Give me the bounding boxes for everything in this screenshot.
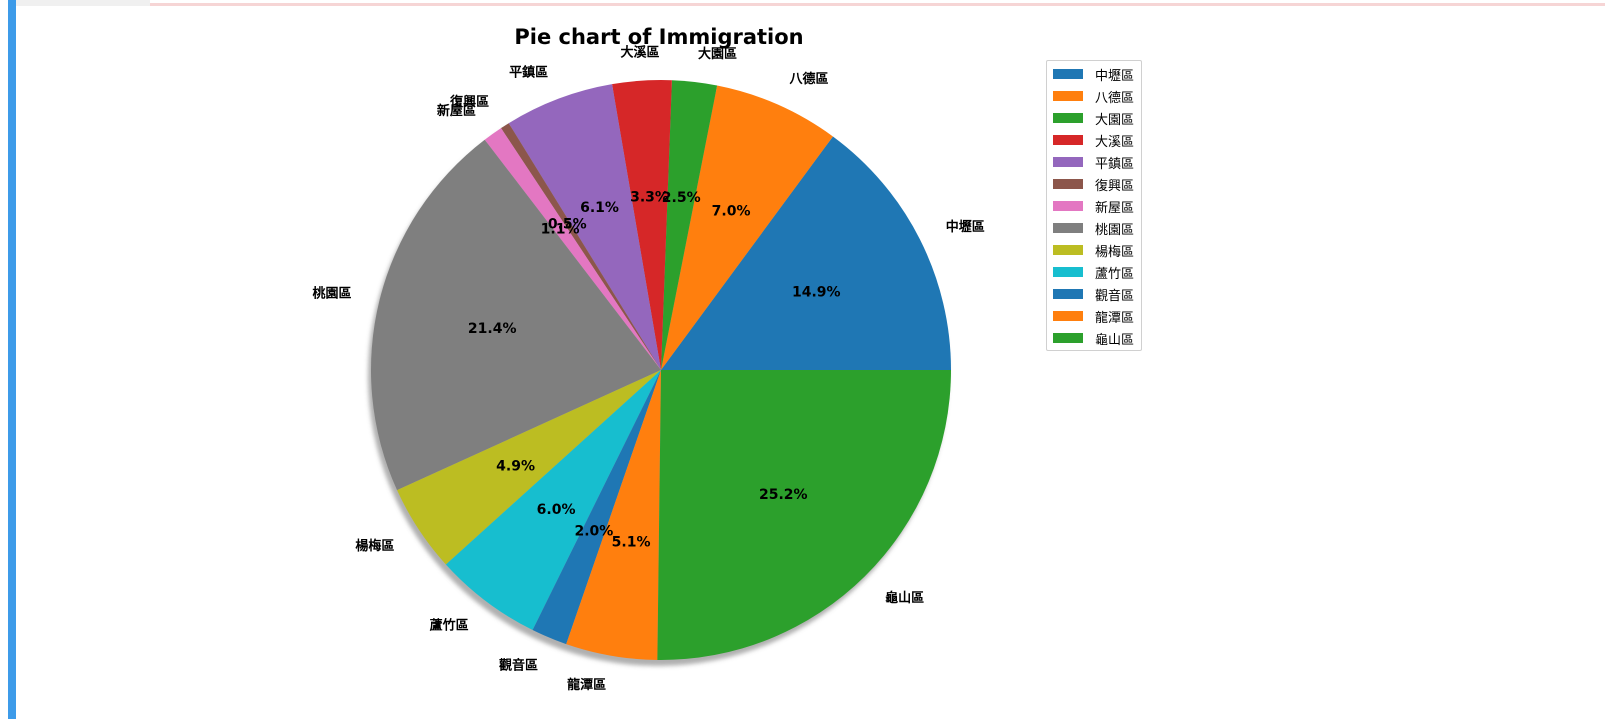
legend-item-1: 八德區 (1047, 85, 1141, 107)
legend-label: 龍潭區 (1095, 310, 1135, 326)
legend-item-2: 大園區 (1047, 107, 1141, 129)
legend-item-3: 大溪區 (1047, 129, 1141, 151)
pie-slice-10 (532, 370, 661, 645)
pie-category-label-8: 楊梅區 (355, 538, 394, 554)
pie-percent-label-2: 2.5% (662, 190, 701, 206)
pie-slice-2 (661, 80, 718, 371)
pie-category-label-7: 桃園區 (312, 286, 351, 302)
legend-label: 中壢區 (1095, 68, 1135, 84)
pie-category-label-4: 平鎮區 (509, 65, 548, 81)
pie-category-label-5: 復興區 (449, 94, 489, 110)
pie-category-label-3: 大溪區 (620, 45, 659, 61)
legend-swatch (1053, 179, 1083, 189)
pie-percent-label-5: 0.5% (548, 216, 587, 232)
legend-swatch (1053, 333, 1083, 343)
legend-label: 觀音區 (1095, 288, 1135, 304)
top-divider-highlight (150, 3, 1605, 6)
pie-category-label-1: 八德區 (789, 71, 829, 87)
chart-legend: 中壢區八德區大園區大溪區平鎮區復興區新屋區桃園區楊梅區蘆竹區觀音區龍潭區龜山區 (1046, 60, 1142, 351)
pie-percent-labels: 14.9% 7.0% 2.5%3.3% 6.1%0.5%1.1% 21.4% 4.9% 6.… (468, 189, 841, 550)
legend-label: 平鎮區 (1095, 156, 1135, 172)
pie-percent-label-7: 21.4% (468, 321, 517, 337)
pie-percent-label-11: 5.1% (612, 534, 651, 550)
pie-slice-4 (508, 84, 661, 370)
pie-percent-label-3: 3.3% (630, 189, 669, 205)
legend-swatch (1053, 113, 1083, 123)
legend-swatch (1053, 311, 1083, 321)
legend-swatch (1053, 91, 1083, 101)
pie-category-label-9: 蘆竹區 (430, 618, 469, 634)
pie-percent-label-9: 6.0% (537, 502, 576, 518)
chart-title: Pie chart of Immigration (514, 25, 803, 49)
legend-label: 蘆竹區 (1095, 266, 1135, 282)
pie-slice-1 (661, 85, 833, 370)
pie-slice-3 (612, 80, 672, 370)
pie-slice-6 (484, 128, 661, 370)
legend-swatch (1053, 267, 1083, 277)
legend-label: 大溪區 (1095, 134, 1135, 150)
legend-item-5: 復興區 (1047, 173, 1141, 195)
pie-percent-label-12: 25.2% (759, 487, 808, 503)
legend-label: 復興區 (1095, 178, 1135, 194)
legend-swatch (1053, 245, 1083, 255)
legend-label: 八德區 (1095, 90, 1135, 106)
pie-slice-9 (445, 370, 661, 631)
legend-item-12: 龜山區 (1047, 327, 1141, 349)
pie-slice-0 (661, 136, 951, 370)
left-accent-bar (8, 0, 16, 719)
pie-category-label-2: 大園區 (698, 46, 737, 62)
legend-item-7: 桃園區 (1047, 217, 1141, 239)
pie-category-label-11: 龍潭區 (567, 677, 606, 693)
legend-swatch (1053, 135, 1083, 145)
pie-category-label-12: 龜山區 (885, 590, 924, 606)
legend-label: 大園區 (1095, 112, 1135, 128)
pie-slice-12 (657, 370, 951, 661)
pie-percent-label-6: 1.1% (541, 221, 580, 237)
legend-swatch (1053, 69, 1083, 79)
legend-swatch (1053, 201, 1083, 211)
legend-swatch (1053, 289, 1083, 299)
legend-label: 龜山區 (1095, 332, 1135, 348)
pie-percent-label-10: 2.0% (574, 524, 613, 540)
legend-item-6: 新屋區 (1047, 195, 1141, 217)
legend-label: 桃園區 (1095, 222, 1135, 238)
legend-item-8: 楊梅區 (1047, 239, 1141, 261)
pie-category-label-10: 觀音區 (499, 657, 538, 673)
pie-percent-label-4: 6.1% (580, 200, 619, 216)
pie-slices (370, 80, 951, 661)
pie-percent-label-1: 7.0% (712, 204, 751, 220)
legend-swatch (1053, 157, 1083, 167)
legend-item-0: 中壢區 (1047, 63, 1141, 85)
legend-item-9: 蘆竹區 (1047, 261, 1141, 283)
legend-label: 楊梅區 (1095, 244, 1135, 260)
legend-item-4: 平鎮區 (1047, 151, 1141, 173)
top-divider (16, 0, 150, 6)
legend-item-10: 觀音區 (1047, 283, 1141, 305)
pie-percent-label-8: 4.9% (496, 459, 535, 475)
pie-slice-8 (397, 370, 661, 565)
pie-percent-label-0: 14.9% (792, 285, 841, 301)
pie-slice-11 (566, 370, 661, 660)
pie-category-label-0: 中壢區 (946, 219, 985, 235)
legend-item-11: 龍潭區 (1047, 305, 1141, 327)
legend-swatch (1053, 223, 1083, 233)
pie-slice-5 (501, 123, 661, 371)
pie-slice-7 (370, 139, 661, 491)
pie-category-label-6: 新屋區 (437, 103, 476, 119)
legend-label: 新屋區 (1095, 200, 1135, 216)
